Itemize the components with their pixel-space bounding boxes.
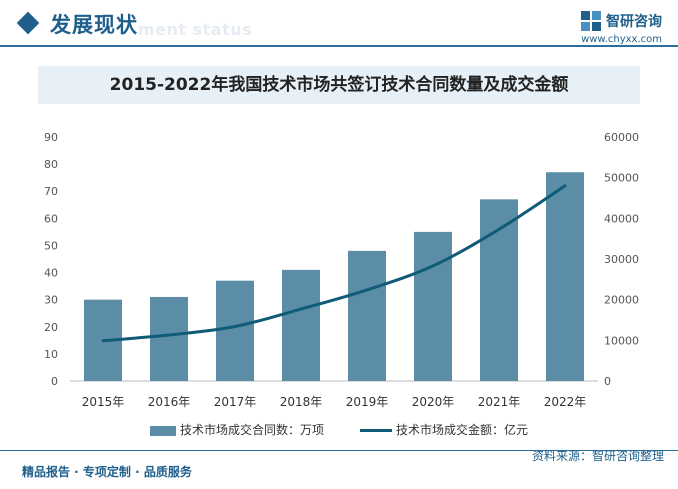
legend-line-label: 技术市场成交金额：亿元	[396, 423, 529, 437]
x-tick-label: 2019年	[346, 395, 389, 409]
y-left-tick-label: 40	[44, 267, 58, 280]
bar	[414, 231, 452, 381]
section-title: 发展现状	[50, 13, 138, 37]
x-tick-label: 2017年	[214, 395, 257, 409]
source-note: 资料来源：智研咨询整理	[531, 449, 664, 463]
section-subtitle: ment status	[138, 20, 253, 39]
bar	[546, 172, 584, 381]
y-right-tick-label: 50000	[604, 172, 639, 185]
y-left-tick-label: 90	[44, 131, 58, 144]
footer-tagline: 精品报告 · 专项定制 · 品质服务	[22, 465, 192, 479]
y-left-tick-label: 70	[44, 185, 58, 198]
brand-url: www.chyxx.com	[581, 34, 662, 45]
diamond-icon	[16, 11, 40, 35]
x-tick-label: 2016年	[148, 395, 191, 409]
x-tick-label: 2020年	[412, 395, 455, 409]
x-tick-label: 2018年	[280, 395, 323, 409]
bar	[282, 269, 320, 381]
legend: 技术市场成交合同数：万项 技术市场成交金额：亿元	[0, 420, 678, 440]
chart: 0 10 20 30 40 50 60 70 80 90 0 10000 20000 30000 40000…	[0, 110, 678, 440]
y-right-tick-label: 60000	[604, 131, 639, 144]
y-right-tick-label: 0	[604, 375, 611, 388]
series-line	[101, 184, 567, 343]
chart-svg: 0 10 20 30 40 50 60 70 80 90 0 10000 20000 30000 40000…	[44, 131, 639, 409]
y-left-tick-label: 50	[44, 239, 58, 252]
brand-name: 智研咨询	[606, 14, 662, 30]
legend-item-bar: 技术市场成交合同数：万项	[150, 420, 324, 440]
y-right-tick-label: 20000	[604, 294, 639, 307]
y-left-tick-label: 80	[44, 158, 58, 171]
bar	[216, 280, 254, 381]
x-tick-label: 2021年	[478, 395, 521, 409]
x-tick-label: 2015年	[82, 395, 125, 409]
y-right-tick-label: 30000	[604, 253, 639, 266]
legend-line-swatch	[360, 429, 392, 432]
bar	[348, 250, 386, 381]
brand-logo-icon	[581, 11, 601, 31]
legend-item-line: 技术市场成交金额：亿元	[360, 420, 528, 440]
legend-bar-label: 技术市场成交合同数：万项	[180, 423, 325, 437]
y-right-tick-label: 40000	[604, 212, 639, 225]
bar	[150, 296, 188, 381]
brand: 智研咨询 www.chyxx.com	[580, 10, 662, 45]
x-tick-label: 2022年	[544, 395, 587, 409]
y-right-tick-label: 10000	[604, 334, 639, 347]
y-left-tick-label: 10	[44, 348, 58, 361]
y-left-tick-label: 60	[44, 212, 58, 225]
legend-bar-swatch	[150, 425, 176, 436]
footer-divider	[0, 450, 678, 451]
bar	[480, 199, 518, 381]
header-divider	[0, 45, 678, 47]
y-left-tick-label: 20	[44, 321, 58, 334]
y-left-tick-label: 30	[44, 294, 58, 307]
chart-title: 2015-2022年我国技术市场共签订技术合同数量及成交金额	[38, 66, 640, 104]
section-header: 发展现状 ment status 智研咨询 www.chyxx.com	[0, 0, 678, 52]
y-left-tick-label: 0	[51, 375, 58, 388]
